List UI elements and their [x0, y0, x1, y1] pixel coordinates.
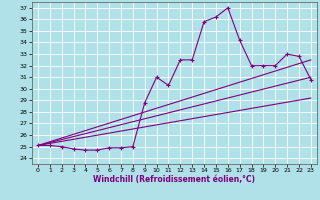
- X-axis label: Windchill (Refroidissement éolien,°C): Windchill (Refroidissement éolien,°C): [93, 175, 255, 184]
